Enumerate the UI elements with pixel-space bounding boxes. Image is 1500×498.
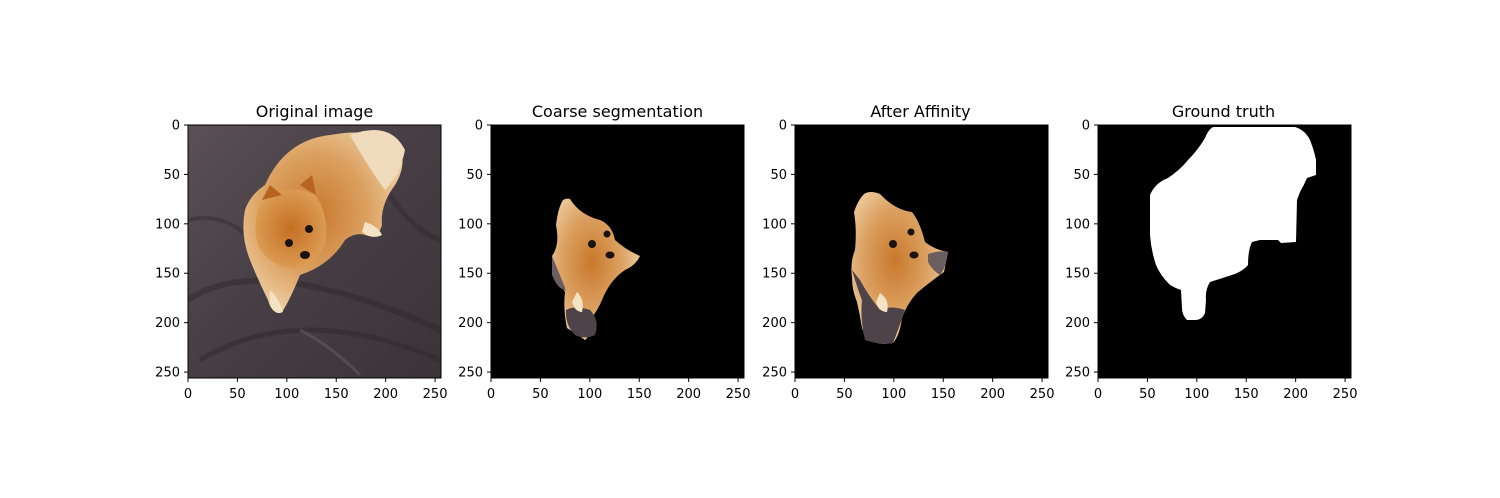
- y-tick-label: 250: [1065, 366, 1090, 381]
- x-tick-label: 150: [627, 387, 652, 402]
- x-tick-label: 0: [791, 387, 799, 402]
- x-tick-label: 50: [1139, 387, 1156, 402]
- x-tick-label: 250: [1333, 387, 1358, 402]
- y-tick-label: 0: [1082, 119, 1090, 134]
- y-tick-label: 250: [762, 366, 787, 381]
- x-tick-label: 200: [1283, 387, 1308, 402]
- panel-title: Ground truth: [1172, 102, 1275, 121]
- y-tick-label: 150: [155, 267, 180, 282]
- y-tick-label: 150: [1065, 267, 1090, 282]
- x-tick-label: 250: [726, 387, 751, 402]
- x-tick-label: 150: [324, 387, 349, 402]
- x-tick-label: 0: [184, 387, 192, 402]
- y-tick-label: 100: [458, 217, 483, 232]
- x-tick-label: 0: [1094, 387, 1102, 402]
- y-tick-label: 50: [1073, 168, 1090, 183]
- y-tick-label: 100: [1065, 217, 1090, 232]
- y-tick-label: 50: [770, 168, 787, 183]
- x-tick-label: 100: [274, 387, 299, 402]
- x-tick-label: 100: [577, 387, 602, 402]
- x-tick-label: 50: [836, 387, 853, 402]
- x-tick-label: 250: [1030, 387, 1055, 402]
- x-tick-label: 200: [980, 387, 1005, 402]
- x-tick-label: 100: [881, 387, 906, 402]
- y-tick-label: 150: [762, 267, 787, 282]
- panel-original: Original image: [187, 102, 442, 379]
- y-tick-label: 100: [155, 217, 180, 232]
- panel-title: After Affinity: [870, 102, 970, 121]
- y-tick-label: 100: [762, 217, 787, 232]
- y-tick-label: 0: [475, 119, 483, 134]
- x-tick-label: 50: [229, 387, 246, 402]
- y-tick-label: 200: [458, 316, 483, 331]
- y-tick-label: 250: [155, 366, 180, 381]
- axes-layer: 0 50 100 150 200 250 0 50 100 150 200 250 0 50 100 150 2…: [155, 119, 1357, 403]
- x-tick-label: 200: [676, 387, 701, 402]
- y-tick-label: 200: [762, 316, 787, 331]
- original-image: [188, 125, 441, 378]
- panel-gt: Ground truth: [1097, 102, 1352, 379]
- x-tick-label: 100: [1184, 387, 1209, 402]
- x-tick-label: 0: [487, 387, 495, 402]
- x-tick-label: 150: [1234, 387, 1259, 402]
- y-tick-label: 150: [458, 267, 483, 282]
- y-tick-label: 0: [172, 119, 180, 134]
- panel-title: Original image: [256, 102, 374, 121]
- coarse-image: [491, 125, 744, 378]
- affinity-image: [795, 125, 1048, 378]
- panel-affinity: After Affinity: [794, 102, 1049, 379]
- x-tick-label: 250: [423, 387, 448, 402]
- x-tick-label: 50: [532, 387, 549, 402]
- x-tick-label: 200: [373, 387, 398, 402]
- y-tick-label: 250: [458, 366, 483, 381]
- panel-coarse: Coarse segmentation: [490, 102, 745, 379]
- y-tick-label: 0: [779, 119, 787, 134]
- y-tick-label: 50: [163, 168, 180, 183]
- y-tick-label: 50: [466, 168, 483, 183]
- panel-title: Coarse segmentation: [532, 102, 703, 121]
- y-tick-label: 200: [1065, 316, 1090, 331]
- x-tick-label: 150: [931, 387, 956, 402]
- ground-truth-mask: [1098, 125, 1351, 378]
- y-tick-label: 200: [155, 316, 180, 331]
